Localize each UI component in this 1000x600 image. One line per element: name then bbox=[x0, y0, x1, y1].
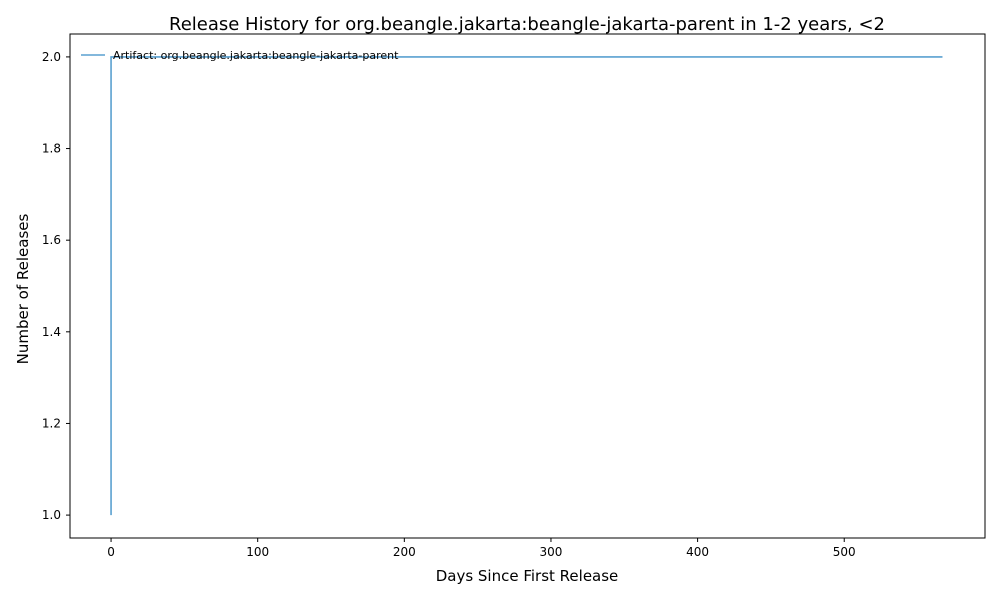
x-axis-ticks: 0 100 200 300 400 500 bbox=[107, 538, 856, 559]
y-tick-label: 1.2 bbox=[42, 416, 61, 430]
series-layer bbox=[110, 56, 943, 516]
x-tick-label: 200 bbox=[393, 545, 416, 559]
x-tick-label: 300 bbox=[540, 545, 563, 559]
y-tick-label: 1.4 bbox=[42, 325, 61, 339]
plot-area-frame bbox=[69, 33, 986, 539]
series-line bbox=[110, 56, 943, 516]
legend-label: Artifact: org.beangle.jakarta:beangle-ja… bbox=[113, 49, 399, 62]
x-tick-label: 400 bbox=[686, 545, 709, 559]
chart-title: Release History for org.beangle.jakarta:… bbox=[169, 14, 885, 35]
y-tick-label: 1.8 bbox=[42, 142, 61, 156]
y-axis-label: Number of Releases bbox=[14, 213, 32, 364]
y-tick-label: 2.0 bbox=[42, 50, 61, 64]
x-tick-label: 500 bbox=[833, 545, 856, 559]
legend: Artifact: org.beangle.jakarta:beangle-ja… bbox=[81, 49, 399, 62]
y-tick-label: 1.6 bbox=[42, 233, 61, 247]
y-tick-label: 1.0 bbox=[42, 508, 61, 522]
x-tick-label: 100 bbox=[246, 545, 269, 559]
x-axis-label: Days Since First Release bbox=[436, 567, 619, 585]
x-tick-label: 0 bbox=[107, 545, 115, 559]
y-axis-ticks: 1.0 1.2 1.4 1.6 1.8 2.0 bbox=[42, 50, 70, 522]
